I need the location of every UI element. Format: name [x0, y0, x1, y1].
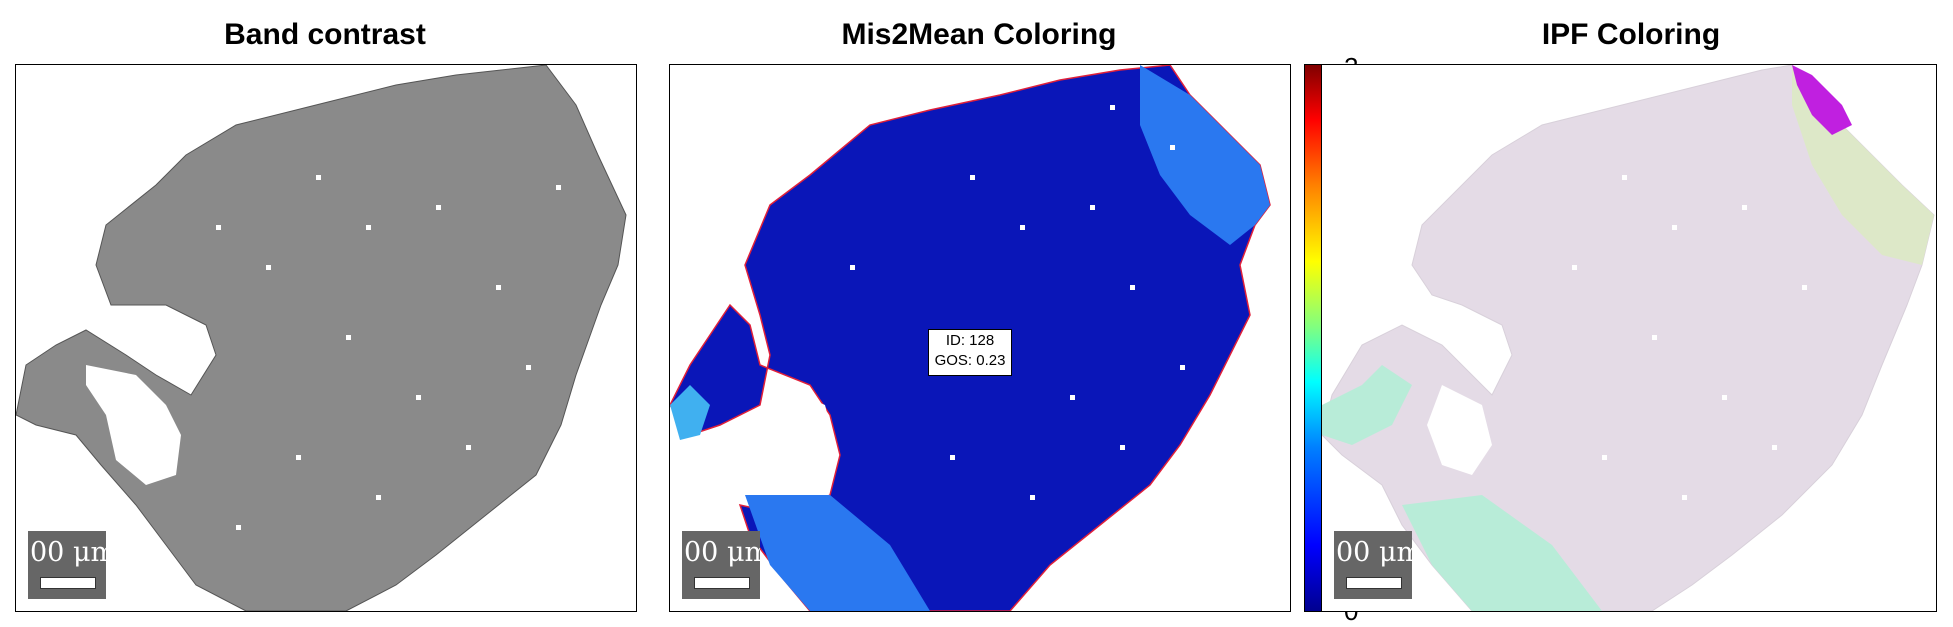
- ipf-map: [1322, 65, 1935, 611]
- grain-info-box: ID: 128 GOS: 0.23: [928, 329, 1012, 376]
- grain-id: ID: 128: [945, 332, 995, 349]
- mis2mean-panel: ID: 128 GOS: 0.23 00 μm: [669, 64, 1291, 612]
- scale-bar-label: 00 μm: [1336, 537, 1412, 568]
- grain-gos: GOS: 0.23: [934, 352, 1006, 369]
- scale-bar-line: [40, 577, 96, 589]
- scale-bar: 00 μm: [28, 531, 106, 599]
- scale-bar: 00 μm: [682, 531, 760, 599]
- ipf-panel: 00 μm: [1321, 64, 1937, 612]
- scale-bar-label: 00 μm: [30, 537, 106, 568]
- scale-bar-line: [694, 577, 750, 589]
- ipf-title: IPF Coloring: [1541, 18, 1721, 51]
- mis2mean-title: Mis2Mean Coloring: [841, 18, 1117, 51]
- band-contrast-panel: 00 μm: [15, 64, 637, 612]
- scale-bar-line: [1346, 577, 1402, 589]
- band-contrast-map: [16, 65, 627, 611]
- band-contrast-title: Band contrast: [224, 18, 426, 51]
- scale-bar-label: 00 μm: [684, 537, 760, 568]
- scale-bar: 00 μm: [1334, 531, 1412, 599]
